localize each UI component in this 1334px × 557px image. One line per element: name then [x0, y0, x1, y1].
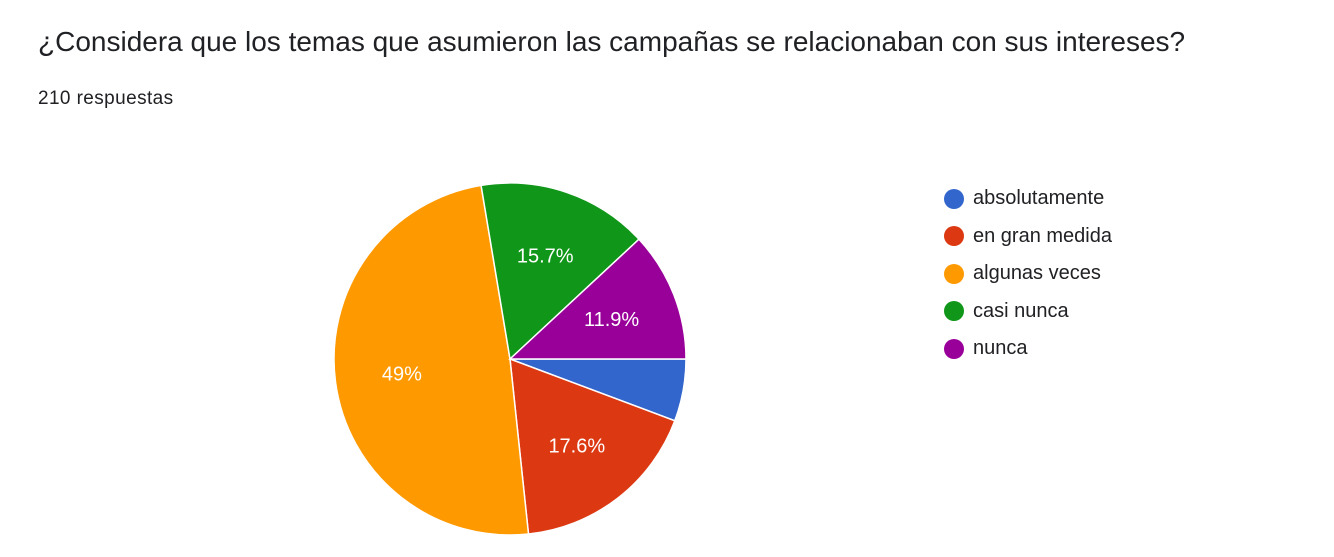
response-count: 210 respuestas [38, 88, 174, 109]
legend-item-casi-nunca[interactable]: casi nunca [944, 293, 1112, 331]
legend-item-absolutamente[interactable]: absolutamente [944, 180, 1112, 218]
legend-label: casi nunca [973, 299, 1069, 322]
chart-legend: absolutamente en gran medida algunas veces… [944, 180, 1112, 368]
legend-item-en-gran-medida[interactable]: en gran medida [944, 218, 1112, 256]
legend-swatch [944, 188, 964, 209]
legend-label: nunca [973, 337, 1028, 360]
legend-label: algunas veces [973, 262, 1101, 285]
pie-slice-algunas-veces[interactable] [333, 184, 530, 536]
legend-label: en gran medida [973, 224, 1112, 247]
pie-slice-nunca[interactable] [508, 238, 687, 360]
pie-slice-casi-nunca[interactable] [480, 182, 641, 361]
pie-slice-en-gran-medida[interactable] [509, 357, 676, 535]
legend-swatch [944, 263, 964, 284]
legend-item-nunca[interactable]: nunca [944, 330, 1112, 368]
slice-label-nunca: 11.9% [584, 309, 639, 331]
legend-label: absolutamente [973, 187, 1105, 210]
legend-swatch [944, 338, 964, 359]
question-title: ¿Considera que los temas que asumieron l… [38, 26, 1186, 57]
slice-label-algunas-veces: 49% [382, 364, 422, 386]
legend-swatch [944, 301, 964, 322]
slice-label-en-gran-medida: 17.6% [548, 435, 605, 457]
legend-item-algunas-veces[interactable]: algunas veces [944, 255, 1112, 293]
slice-label-casi-nunca: 15.7% [517, 246, 574, 268]
legend-swatch [944, 226, 964, 247]
